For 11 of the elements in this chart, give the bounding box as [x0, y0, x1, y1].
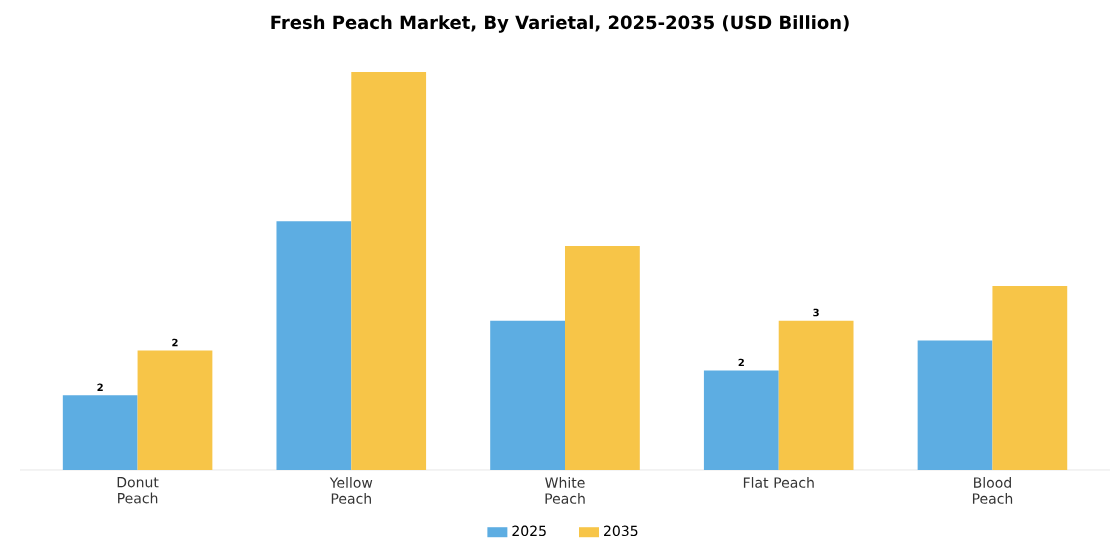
- bar: [351, 71, 427, 470]
- chart-title: Fresh Peach Market, By Varietal, 2025-2035 (USD Billion): [271, 15, 849, 33]
- bar: [917, 340, 993, 470]
- bar: [565, 246, 640, 470]
- bar: [276, 221, 352, 470]
- bar: [778, 320, 854, 470]
- bar: [703, 370, 779, 470]
- bar: [490, 320, 565, 470]
- bar: [137, 350, 213, 470]
- bar: [62, 395, 138, 470]
- bar: [992, 285, 1068, 470]
